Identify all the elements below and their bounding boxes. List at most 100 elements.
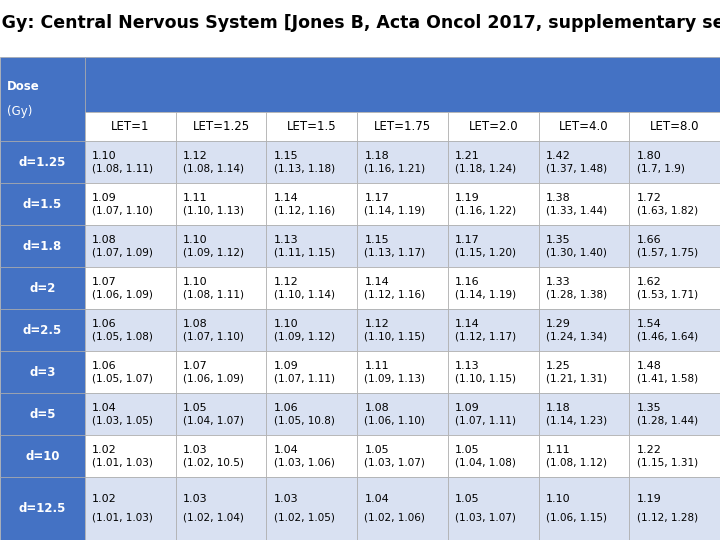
Text: (1.11, 1.15): (1.11, 1.15) [274, 247, 335, 258]
Text: (1.15, 1.31): (1.15, 1.31) [636, 457, 698, 467]
Text: 1.07: 1.07 [92, 277, 117, 287]
Bar [85, 351, 176, 393]
Text: 1.19: 1.19 [636, 494, 661, 504]
Text: 1.54: 1.54 [636, 319, 661, 329]
Bar [539, 435, 629, 477]
Bar [266, 267, 357, 309]
Text: 1.10: 1.10 [183, 277, 207, 287]
Text: (1.53, 1.71): (1.53, 1.71) [636, 289, 698, 299]
Text: 1.18: 1.18 [546, 403, 570, 413]
Text: LET=1.25: LET=1.25 [192, 120, 250, 133]
Text: (1.10, 1.15): (1.10, 1.15) [364, 332, 426, 341]
Bar [176, 183, 266, 225]
Bar [629, 435, 720, 477]
Text: (1.07, 1.10): (1.07, 1.10) [92, 205, 153, 215]
Text: (1.06, 1.10): (1.06, 1.10) [364, 415, 426, 426]
Text: (1.14, 1.19): (1.14, 1.19) [364, 205, 426, 215]
Text: (1.08, 1.11): (1.08, 1.11) [183, 289, 244, 299]
Bar [0, 183, 85, 225]
Text: d=5: d=5 [30, 408, 55, 421]
Text: (1.41, 1.58): (1.41, 1.58) [636, 373, 698, 383]
Text: (Gy): (Gy) [6, 105, 32, 118]
Text: (1.09, 1.12): (1.09, 1.12) [183, 247, 244, 258]
Text: 1.15: 1.15 [364, 235, 389, 245]
Bar [448, 141, 539, 183]
Text: 1.72: 1.72 [636, 193, 662, 203]
Text: 1.15: 1.15 [274, 151, 298, 161]
Bar [266, 435, 357, 477]
Text: 1.10: 1.10 [546, 494, 570, 504]
Text: 1.14: 1.14 [364, 277, 389, 287]
Text: d=2.5: d=2.5 [23, 323, 62, 336]
Text: 1.02: 1.02 [92, 494, 117, 504]
Text: 1.17: 1.17 [364, 193, 389, 203]
Text: 1.13: 1.13 [455, 361, 480, 371]
Text: (1.01, 1.03): (1.01, 1.03) [92, 457, 153, 467]
Bar [357, 112, 448, 141]
Bar [539, 183, 629, 225]
Text: (1.10, 1.14): (1.10, 1.14) [274, 289, 335, 299]
Bar [176, 435, 266, 477]
Text: 1.35: 1.35 [546, 235, 570, 245]
Bar [85, 225, 176, 267]
Bar [0, 225, 85, 267]
Text: 1.48: 1.48 [636, 361, 662, 371]
Bar [629, 225, 720, 267]
Text: 1.03: 1.03 [183, 494, 207, 504]
Bar [176, 225, 266, 267]
Text: (1.14, 1.19): (1.14, 1.19) [455, 289, 516, 299]
Text: (1.12, 1.16): (1.12, 1.16) [364, 289, 426, 299]
Text: α/β=2 Gy: Central Nervous System [Jones B, Acta Oncol 2017, supplementary sectio: α/β=2 Gy: Central Nervous System [Jones … [0, 14, 720, 31]
Text: (1.7, 1.9): (1.7, 1.9) [636, 164, 685, 173]
Text: (1.24, 1.34): (1.24, 1.34) [546, 332, 607, 341]
Text: 1.06: 1.06 [274, 403, 298, 413]
Text: 1.14: 1.14 [455, 319, 480, 329]
Bar [0, 309, 85, 351]
Text: 1.05: 1.05 [183, 403, 207, 413]
Bar [539, 267, 629, 309]
Text: 1.42: 1.42 [546, 151, 571, 161]
Bar [85, 477, 176, 540]
Bar [448, 112, 539, 141]
Text: LET=8.0: LET=8.0 [650, 120, 699, 133]
Text: 1.21: 1.21 [455, 151, 480, 161]
Text: (1.04, 1.07): (1.04, 1.07) [183, 415, 244, 426]
Text: (1.02, 1.06): (1.02, 1.06) [364, 513, 426, 523]
Text: (1.07, 1.10): (1.07, 1.10) [183, 332, 244, 341]
Bar [266, 393, 357, 435]
Text: 1.10: 1.10 [274, 319, 298, 329]
Text: 1.29: 1.29 [546, 319, 571, 329]
Text: d=1.8: d=1.8 [23, 240, 62, 253]
Text: (1.28, 1.44): (1.28, 1.44) [636, 415, 698, 426]
Bar [85, 183, 176, 225]
Bar [0, 351, 85, 393]
Text: (1.12, 1.16): (1.12, 1.16) [274, 205, 335, 215]
Bar [0, 393, 85, 435]
Text: 1.18: 1.18 [364, 151, 389, 161]
Bar [448, 477, 539, 540]
Text: (1.30, 1.40): (1.30, 1.40) [546, 247, 607, 258]
Text: 1.16: 1.16 [455, 277, 480, 287]
Bar [357, 351, 448, 393]
Text: 1.09: 1.09 [274, 361, 298, 371]
Text: 1.13: 1.13 [274, 235, 298, 245]
Text: 1.11: 1.11 [364, 361, 389, 371]
Text: (1.03, 1.05): (1.03, 1.05) [92, 415, 153, 426]
Text: 1.62: 1.62 [636, 277, 661, 287]
Bar [629, 267, 720, 309]
Bar [629, 183, 720, 225]
Bar [266, 351, 357, 393]
Text: 1.05: 1.05 [364, 445, 389, 455]
Text: (1.06, 1.09): (1.06, 1.09) [183, 373, 244, 383]
Bar [629, 112, 720, 141]
Bar [357, 267, 448, 309]
Bar [266, 112, 357, 141]
Bar [0, 57, 85, 141]
Text: (1.06, 1.15): (1.06, 1.15) [546, 513, 607, 523]
Text: 1.38: 1.38 [546, 193, 570, 203]
Text: (1.14, 1.23): (1.14, 1.23) [546, 415, 607, 426]
Text: (1.13, 1.18): (1.13, 1.18) [274, 164, 335, 173]
Text: (1.57, 1.75): (1.57, 1.75) [636, 247, 698, 258]
Text: 1.12: 1.12 [183, 151, 207, 161]
Text: 1.19: 1.19 [455, 193, 480, 203]
